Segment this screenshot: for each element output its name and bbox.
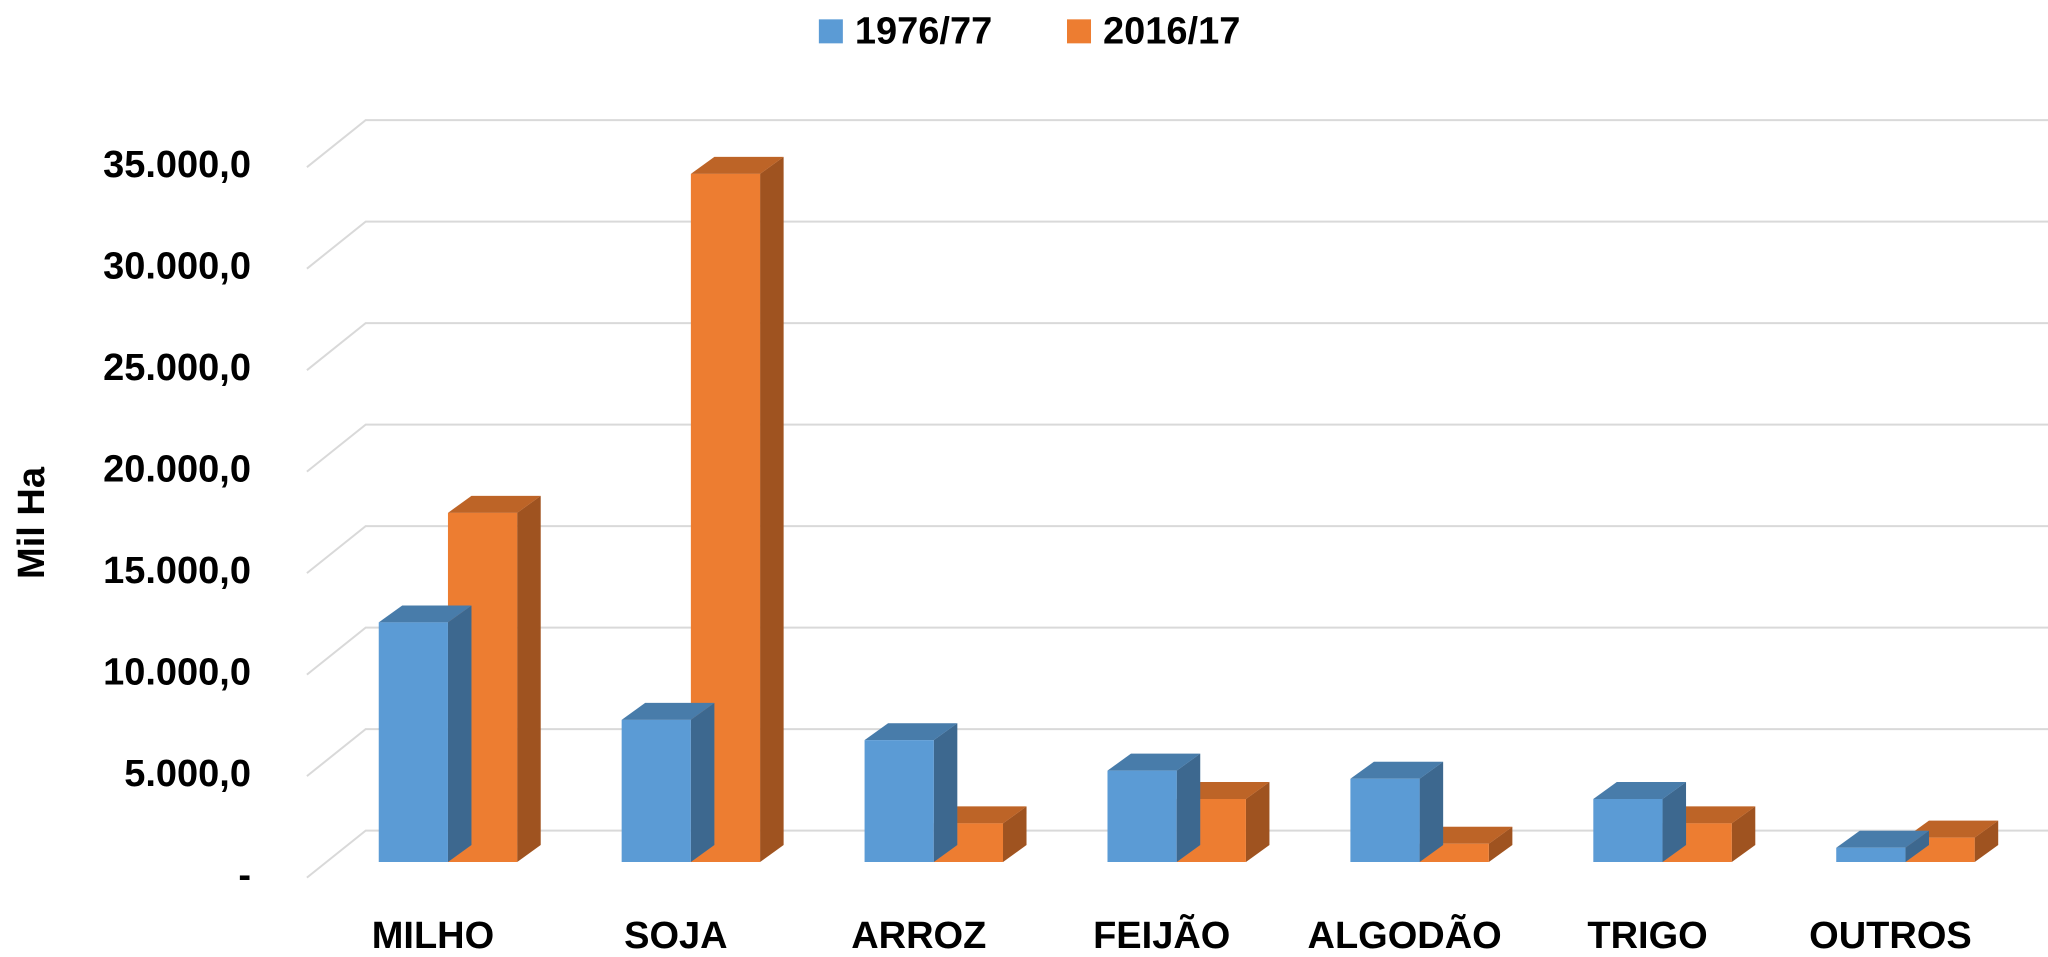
x-tick-label: TRIGO <box>1587 915 1707 957</box>
legend-swatch <box>1067 19 1092 44</box>
bar-face <box>1350 761 1444 779</box>
bar-face <box>1905 830 1929 862</box>
y-tick-label: 25.000,0 <box>103 347 251 389</box>
bar-face <box>1350 778 1420 862</box>
bar-face <box>447 495 541 513</box>
bar-face <box>1836 830 1929 848</box>
bar-face <box>517 495 541 862</box>
bar <box>1593 782 1687 862</box>
bar-face <box>864 740 934 862</box>
bar-face <box>1836 830 1929 848</box>
bar-face <box>1974 820 1999 862</box>
y-tick-label: 30.000,0 <box>103 246 251 288</box>
y-tick-label: 35.000,0 <box>103 144 251 186</box>
bar-face <box>621 719 691 862</box>
y-tick-label: 15.000,0 <box>103 550 251 592</box>
bar-face <box>1974 820 1999 862</box>
bar-face <box>1176 753 1201 862</box>
grid-line <box>306 728 2048 777</box>
bar-face <box>1905 830 1929 862</box>
bar-face <box>378 605 472 623</box>
x-tick-label: ARROZ <box>851 915 986 957</box>
bar-face <box>1003 806 1027 862</box>
bar <box>378 605 472 862</box>
bar-face <box>1593 782 1687 800</box>
bar-face <box>1731 806 1756 862</box>
bar-face <box>933 723 958 862</box>
legend-label: 1976/77 <box>855 10 992 52</box>
bar-face <box>1003 806 1027 862</box>
bar-face <box>1488 826 1513 862</box>
bar <box>1350 761 1444 862</box>
x-tick-label: MILHO <box>372 915 494 957</box>
y-tick-label: 20.000,0 <box>103 449 251 491</box>
bar-face <box>1107 753 1201 771</box>
bar-face <box>1662 782 1687 862</box>
bar-face <box>1731 806 1756 862</box>
bar-face <box>1593 799 1663 862</box>
bar-face <box>933 723 958 862</box>
bar-face <box>760 156 784 862</box>
bar-face <box>447 605 472 862</box>
bar-face <box>864 723 958 741</box>
bar-face <box>1419 761 1444 862</box>
bar-face <box>447 495 541 513</box>
grid-line <box>306 322 2048 371</box>
legend-label: 2016/17 <box>1103 10 1240 52</box>
bar <box>690 156 784 862</box>
x-tick-label: ALGODÃO <box>1308 913 1502 957</box>
bar-face <box>1350 761 1444 779</box>
x-tick-label: OUTROS <box>1809 915 1972 957</box>
bar-face <box>621 702 715 720</box>
legend-swatch <box>818 19 843 44</box>
grid-line <box>306 626 2048 676</box>
bar-face <box>378 622 448 862</box>
x-tick-label: FEIJÃO <box>1093 913 1230 957</box>
y-tick-label: 10.000,0 <box>103 652 251 694</box>
grid-line <box>306 423 2048 473</box>
bar-face <box>690 173 761 862</box>
bar-face <box>1107 770 1177 862</box>
bar <box>1107 753 1201 862</box>
y-axis-label: Mil Ha <box>11 466 53 579</box>
bar-face <box>1836 847 1906 862</box>
bar-face <box>1593 782 1687 800</box>
bar <box>1836 830 1929 862</box>
grid-line <box>306 220 2048 270</box>
bar-face <box>864 723 958 741</box>
bar-face <box>621 702 715 720</box>
bar-face <box>1245 782 1270 862</box>
bar-face <box>517 495 541 862</box>
bar-face <box>1245 782 1270 862</box>
bar-face <box>447 605 472 862</box>
bar-face <box>1419 761 1444 862</box>
bar-face <box>760 156 784 862</box>
bar-face <box>1662 782 1687 862</box>
bar-face <box>1107 753 1201 771</box>
grid-line <box>306 119 2048 168</box>
x-tick-label: SOJA <box>624 915 727 957</box>
bar <box>864 723 958 862</box>
bar-face <box>690 702 715 862</box>
y-tick-label: - <box>238 855 251 897</box>
grid-line <box>306 525 2048 574</box>
bar-face <box>1488 826 1513 862</box>
bar <box>621 702 715 862</box>
bar-face <box>378 605 472 623</box>
bar-face <box>1176 753 1201 862</box>
y-tick-label: 5.000,0 <box>124 753 251 795</box>
bar-face <box>690 702 715 862</box>
bar-face <box>690 156 784 174</box>
bar-face <box>690 156 784 174</box>
